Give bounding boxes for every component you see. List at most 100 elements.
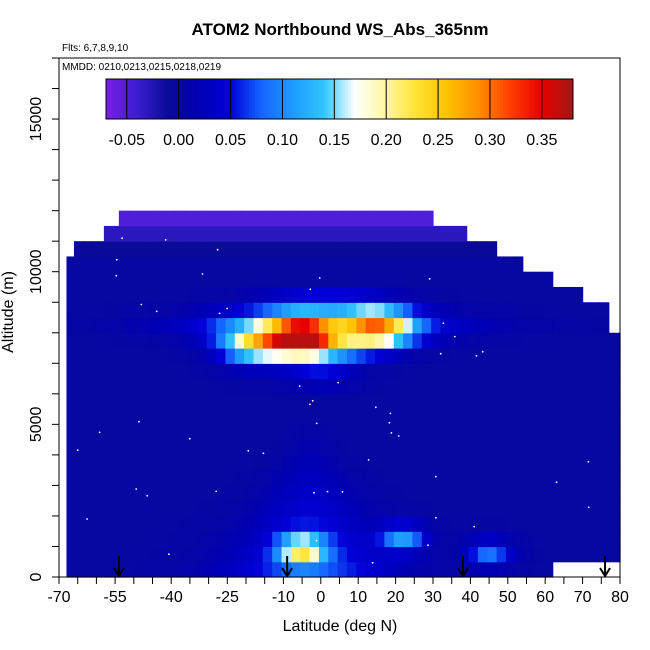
heatmap-cell (216, 561, 227, 578)
heatmap-cell (343, 210, 354, 227)
heatmap-cell (150, 393, 161, 410)
colorbar-segment (374, 79, 378, 119)
heatmap-cell (159, 409, 170, 425)
heatmap-cell (515, 348, 526, 364)
heatmap-cell (468, 317, 479, 334)
heatmap-cell (412, 348, 423, 364)
heatmap-cell (533, 409, 544, 425)
heatmap-cell (300, 500, 311, 517)
heatmap-cell (599, 363, 610, 380)
heatmap-cell (244, 500, 255, 517)
heatmap-cell (365, 302, 376, 319)
heatmap-cell (103, 271, 114, 288)
heatmap-cell (337, 286, 348, 303)
colorbar-segment (135, 79, 139, 119)
heatmap-cell (571, 348, 582, 364)
colorbar-segment (540, 79, 545, 119)
heatmap-cell (562, 332, 572, 349)
heatmap-cell (197, 439, 208, 456)
heatmap-cell (225, 348, 236, 364)
heatmap-cell (580, 500, 591, 517)
heatmap-cell (477, 302, 488, 319)
sample-dot (435, 516, 437, 519)
heatmap-cell (421, 470, 432, 487)
heatmap-cell (122, 531, 133, 548)
heatmap-cell (515, 409, 526, 425)
heatmap-cell (262, 485, 273, 502)
heatmap-cell (159, 332, 170, 349)
heatmap-cell (197, 561, 208, 578)
colorbar-segment (354, 79, 358, 119)
heatmap-cell (94, 332, 105, 349)
heatmap-cell (431, 561, 442, 578)
heatmap-cell (431, 348, 442, 364)
heatmap-cell (468, 409, 479, 425)
heatmap-cell (552, 302, 563, 319)
colorbar-segment (555, 79, 559, 119)
heatmap-cell (309, 302, 320, 319)
heatmap-cell (122, 454, 133, 471)
heatmap-cell (421, 546, 432, 563)
sample-dot (318, 277, 321, 279)
heatmap-cell (477, 256, 488, 273)
heatmap-cell (365, 470, 376, 487)
heatmap-cell (206, 424, 217, 441)
heatmap-cell (262, 424, 273, 441)
heatmap-cell (169, 363, 180, 380)
heatmap-cell (206, 348, 217, 364)
heatmap-cell (216, 546, 227, 563)
colorbar-segment (184, 79, 189, 119)
colorbar-segment (269, 79, 273, 119)
heatmap-cell (253, 271, 264, 288)
heatmap-cell (309, 348, 320, 364)
heatmap-cell (270, 241, 281, 258)
heatmap-cell (290, 485, 301, 502)
colorbar-segment (357, 79, 361, 119)
heatmap-cell (272, 363, 283, 380)
heatmap-cell (384, 348, 395, 364)
heatmap-cell (141, 515, 152, 532)
heatmap-cell (440, 561, 451, 578)
heatmap-cell (94, 409, 105, 425)
heatmap-cell (533, 470, 544, 487)
heatmap-cell (459, 225, 468, 242)
sample-dot (311, 399, 314, 402)
heatmap-cell (131, 317, 142, 334)
x-tick-label: 10 (349, 589, 367, 606)
heatmap-cell (75, 546, 86, 563)
heatmap-cell (412, 546, 423, 563)
heatmap-cell (543, 485, 554, 502)
colorbar-segment (345, 79, 349, 119)
heatmap-cell (515, 286, 526, 303)
heatmap-cell (421, 454, 432, 471)
heatmap-cell (505, 393, 516, 410)
heatmap-cell (346, 546, 357, 563)
colorbar-segment (138, 79, 142, 119)
heatmap-cell (262, 286, 273, 303)
heatmap-cell (251, 241, 262, 258)
heatmap-cell (608, 470, 619, 487)
heatmap-cell (468, 531, 479, 548)
colorbar-segment (427, 79, 431, 119)
heatmap-cell (515, 256, 524, 273)
heatmap-cell (122, 439, 133, 456)
sample-dot (475, 355, 478, 357)
heatmap-cell (459, 546, 470, 563)
heatmap-cell (141, 454, 152, 471)
heatmap-cell (290, 561, 301, 578)
sample-dot (371, 561, 374, 564)
heatmap-cell (487, 332, 498, 349)
heatmap-cell (206, 378, 217, 395)
heatmap-cell (440, 256, 451, 273)
heatmap-cell (393, 271, 404, 288)
colorbar-segment (456, 79, 460, 119)
heatmap-cell (375, 393, 385, 410)
heatmap-cell (66, 500, 77, 517)
heatmap-cell (281, 439, 292, 456)
heatmap-cell (524, 470, 535, 487)
heatmap-cell (281, 470, 292, 487)
heatmap-cell (216, 271, 227, 288)
heatmap-cell (214, 241, 225, 258)
heatmap-cell (253, 302, 264, 319)
heatmap-cell (403, 485, 414, 502)
